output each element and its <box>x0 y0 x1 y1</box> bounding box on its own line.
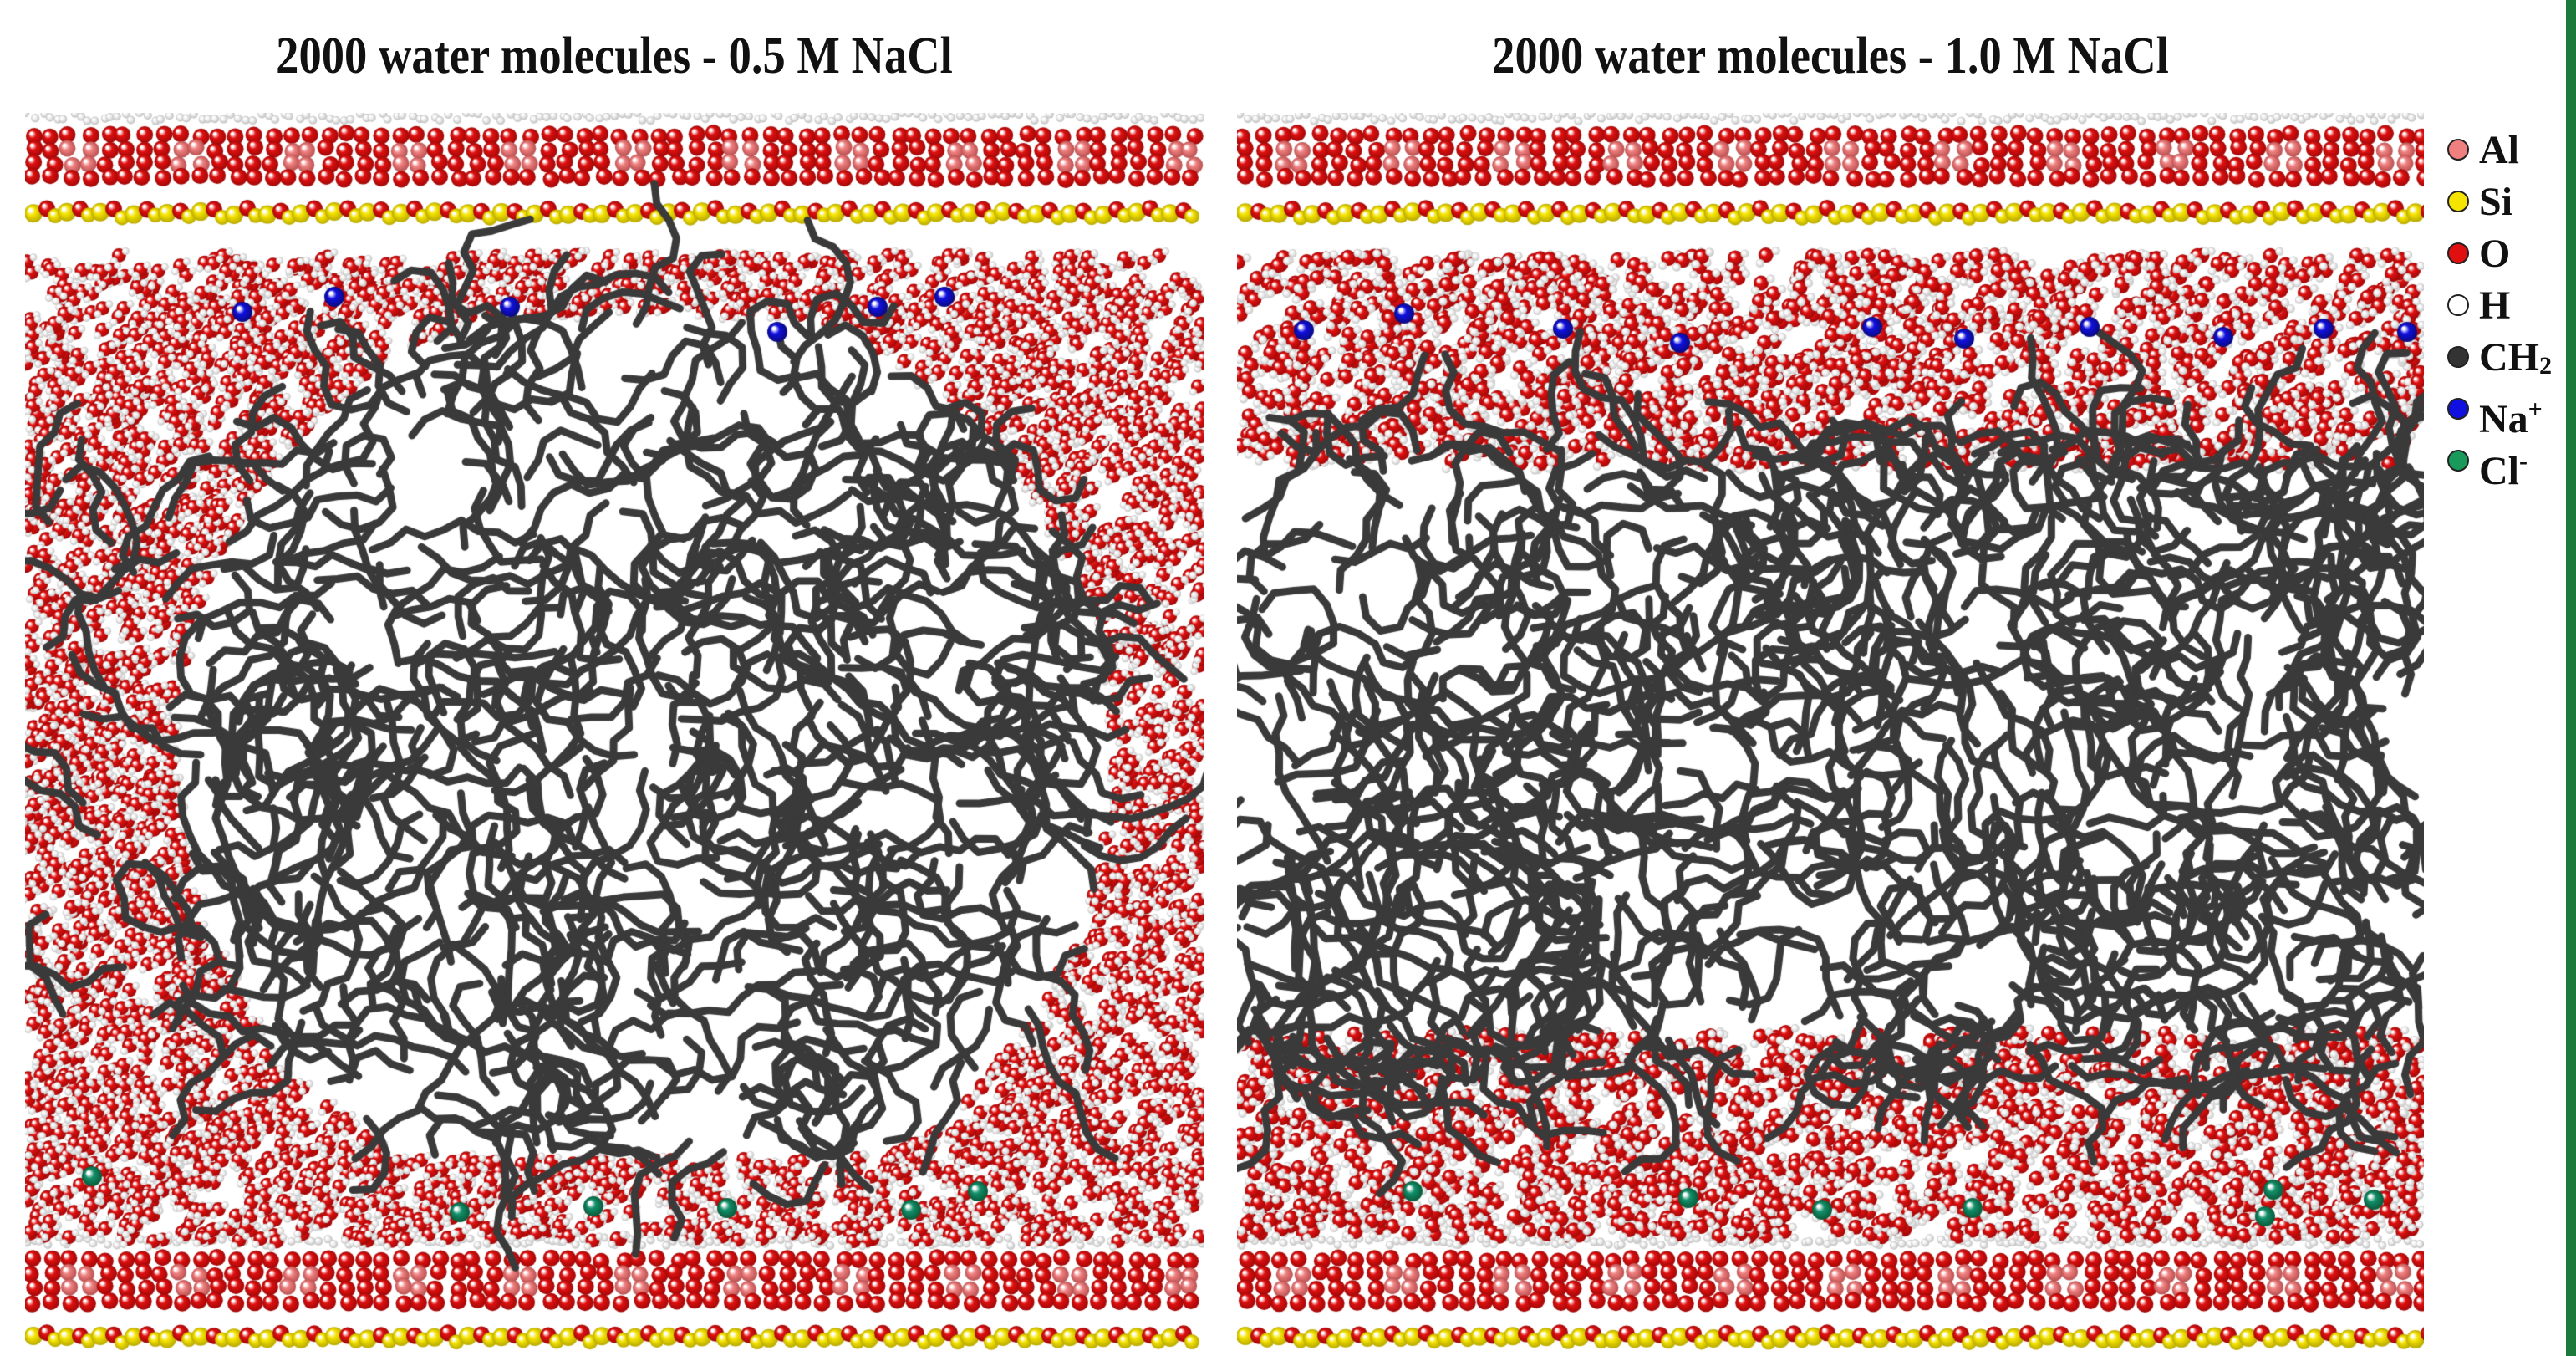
molecular-render-left <box>25 113 1204 1356</box>
legend-symbol: Cl <box>2479 449 2519 493</box>
legend-symbol: Na <box>2479 397 2528 441</box>
legend-subscript: 2 <box>2539 352 2552 380</box>
legend-symbol: H <box>2479 283 2511 328</box>
simulation-snapshot-1.0M <box>1237 113 2424 1356</box>
legend-symbol: Si <box>2479 180 2513 224</box>
simulation-snapshot-0.5M <box>25 113 1204 1356</box>
h-dot-icon <box>2447 294 2469 316</box>
cl-dot-icon <box>2447 450 2469 472</box>
ch2-dot-icon <box>2447 346 2469 368</box>
legend-superscript: + <box>2528 395 2543 423</box>
legend-symbol: O <box>2479 232 2511 276</box>
panel-title-left: 2000 water molecules - 0.5 M NaCl <box>276 28 953 84</box>
al-dot-icon <box>2447 139 2469 161</box>
legend-symbol: Al <box>2479 128 2519 172</box>
na-dot-icon <box>2447 398 2469 420</box>
si-dot-icon <box>2447 191 2469 212</box>
molecular-render-right <box>1237 113 2424 1356</box>
edge-bar <box>2566 0 2576 1356</box>
legend-superscript: - <box>2519 447 2528 475</box>
legend-symbol: CH <box>2479 335 2539 380</box>
o-dot-icon <box>2447 242 2469 264</box>
panel-title-right: 2000 water molecules - 1.0 M NaCl <box>1492 28 2169 84</box>
